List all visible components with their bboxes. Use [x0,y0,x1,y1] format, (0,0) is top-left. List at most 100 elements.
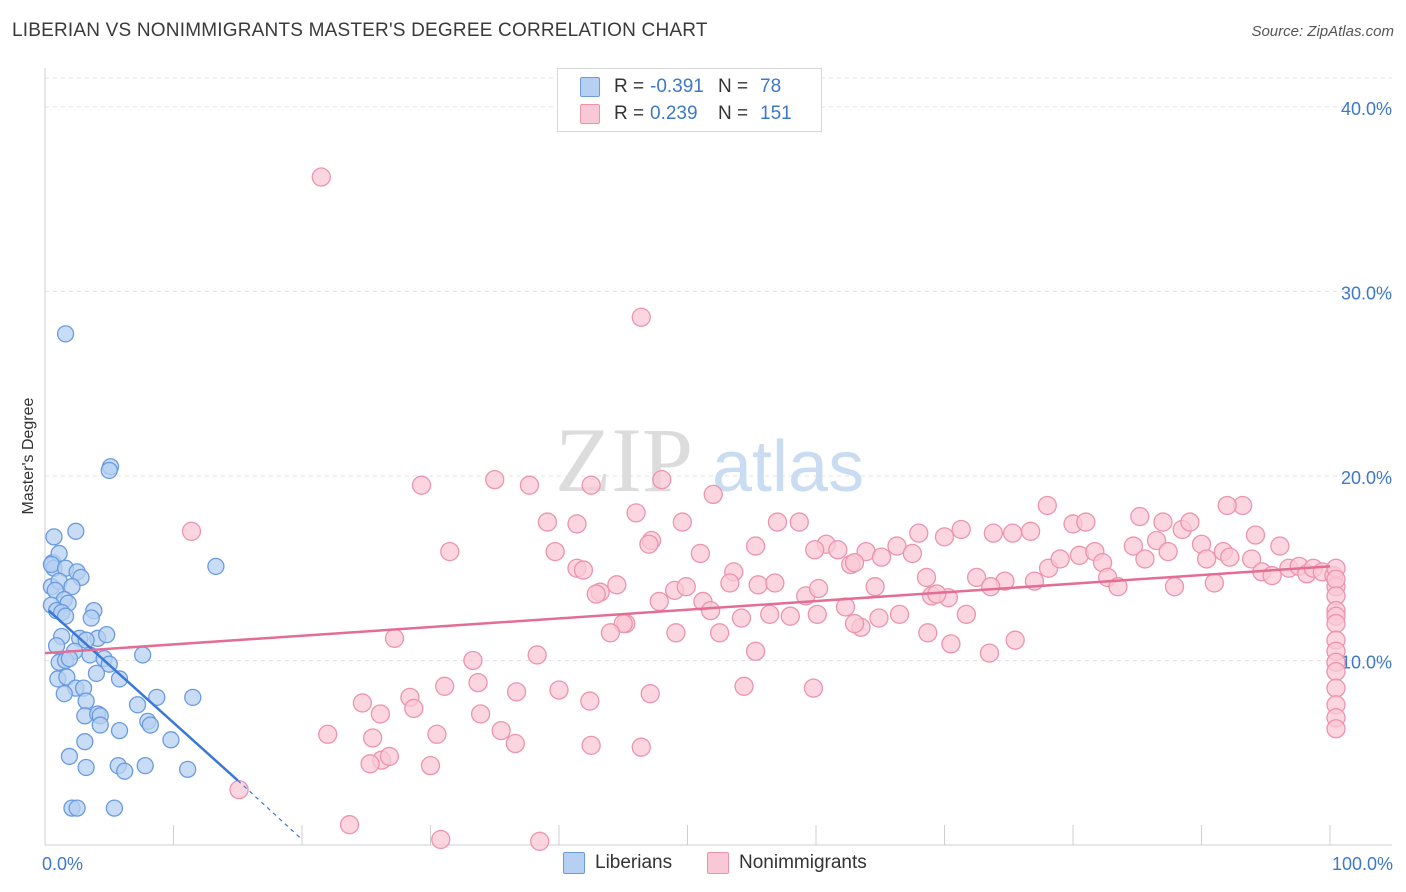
liberian-point [77,692,95,710]
nonimmigrant-point [626,503,646,523]
nonimmigrant-point [537,512,558,532]
liberian-point [184,688,202,707]
liberian-point [77,758,95,777]
legend-n-label: N = [718,103,749,124]
x-tick-label: 0.0% [42,854,83,874]
liberian-point [141,716,160,734]
nonimmigrant-point [1076,512,1096,532]
nonimmigrant-point [607,575,627,595]
legend-r-label: R = [614,76,645,97]
nonimmigrant-point [639,534,659,554]
nonimmigrant-point [780,606,800,626]
legend-r-label: R = [614,103,645,124]
nonimmigrant-point [505,733,525,754]
nonimmigrant-point [918,623,938,643]
nonimmigrant-point [519,475,540,495]
nonimmigrant-point [434,676,455,696]
bottom-legend-nonimmigrants[interactable]: Nonimmigrants [707,852,867,874]
nonimmigrant-point [1050,549,1070,569]
nonimmigrant-point [889,604,910,624]
bottom-legend-label: Nonimmigrants [739,852,867,873]
liberian-point [76,733,94,751]
nonimmigrant-point [1135,549,1155,569]
nonimmigrant-point [748,575,768,595]
source-label: Source: ZipAtlas.com [1251,23,1394,40]
liberian-trend-line [48,609,239,782]
liberian-point [91,716,109,734]
nonimmigrant-point [229,779,249,800]
legend-r-value: 0.239 [650,103,698,124]
bottom-legend-label: Liberians [595,852,673,873]
liberian-point [68,799,86,817]
y-tick-label: 40.0% [1341,99,1392,119]
nonimmigrant-point [734,676,754,696]
liberian-point [63,578,81,596]
nonimmigrant-point [631,737,651,757]
nonimmigrant-point [339,815,360,835]
liberian-point [60,747,79,766]
nonimmigrant-point [545,541,565,562]
nonimmigrant-point [600,623,621,643]
nonimmigrant-point [427,724,447,744]
liberian-point [134,646,152,664]
tick-labels: 10.0% 20.0% 30.0% 40.0% 0.0% 100.0% [42,99,1393,874]
nonimmigrant-point [491,720,511,741]
nonimmigrant-point [468,672,488,693]
liberian-point [67,522,85,540]
legend-n-value: 151 [760,103,792,124]
legend-swatch-liberians [580,77,600,97]
chart-title: LIBERIAN VS NONIMMIGRANTS MASTER'S DEGRE… [12,20,708,41]
nonimmigrant-point [631,307,651,327]
trend-lines [44,565,1331,840]
nonimmigrant-point [916,567,937,588]
bottom-legend: Liberians Nonimmigrants [0,852,1406,878]
nonimmigrant-point [1158,541,1178,562]
nonimmigrant-point [789,512,809,532]
nonimmigrant-point [979,643,1000,663]
legend-swatch-nonimmigrants [580,104,600,124]
nonimmigrant-trend-line [44,565,1331,655]
nonimmigrant-point [909,523,929,543]
nonimmigrant-point [869,608,889,628]
liberian-point [162,731,180,749]
nonimmigrant-point [352,693,373,713]
liberian-point [98,625,116,644]
nonimmigrant-point [1245,525,1266,545]
nonimmigrant-point [666,623,686,643]
nonimmigrant-point [966,567,987,588]
nonimmigrant-point [1241,549,1262,569]
nonimmigrant-point [1123,536,1144,556]
nonimmigrant-point [676,577,696,597]
nonimmigrant-point [1153,512,1173,532]
nonimmigrant-point [720,573,740,593]
nonimmigrant-point [871,547,892,567]
bottom-legend-liberians[interactable]: Liberians [563,852,672,874]
nonimmigrant-point [1220,547,1240,567]
nonimmigrant-point [1130,506,1150,527]
nonimmigrant-point [506,682,527,702]
nonimmigrant-point [1002,523,1023,543]
watermark: ZIP atlas [555,409,864,511]
bottom-legend-swatch-nonimmigrants [707,852,729,874]
nonimmigrant-point [1217,495,1237,516]
nonimmigrant-point [318,724,338,744]
gridlines [45,77,1392,661]
nonimmigrant-point [440,541,460,562]
nonimmigrant-point [1270,536,1290,556]
nonimmigrant-point [672,512,693,532]
y-axis-label: Master's Degree [20,397,37,514]
legend-n-label: N = [718,76,749,97]
nonimmigrant-point [1020,521,1041,541]
y-tick-label: 30.0% [1341,283,1392,303]
nonimmigrant-point [363,728,383,748]
watermark-zip: ZIP [555,409,693,511]
nonimmigrant-point [649,591,669,612]
legend: R = -0.391 N = 78 R = 0.239 N = 151 [557,68,822,132]
nonimmigrant-point [1326,661,1346,682]
nonimmigrant-point [760,604,780,624]
nonimmigrant-point [567,514,587,534]
nonimmigrant-point [640,684,660,704]
nonimmigrant-point [411,475,432,495]
nonimmigrant-point [431,829,451,850]
